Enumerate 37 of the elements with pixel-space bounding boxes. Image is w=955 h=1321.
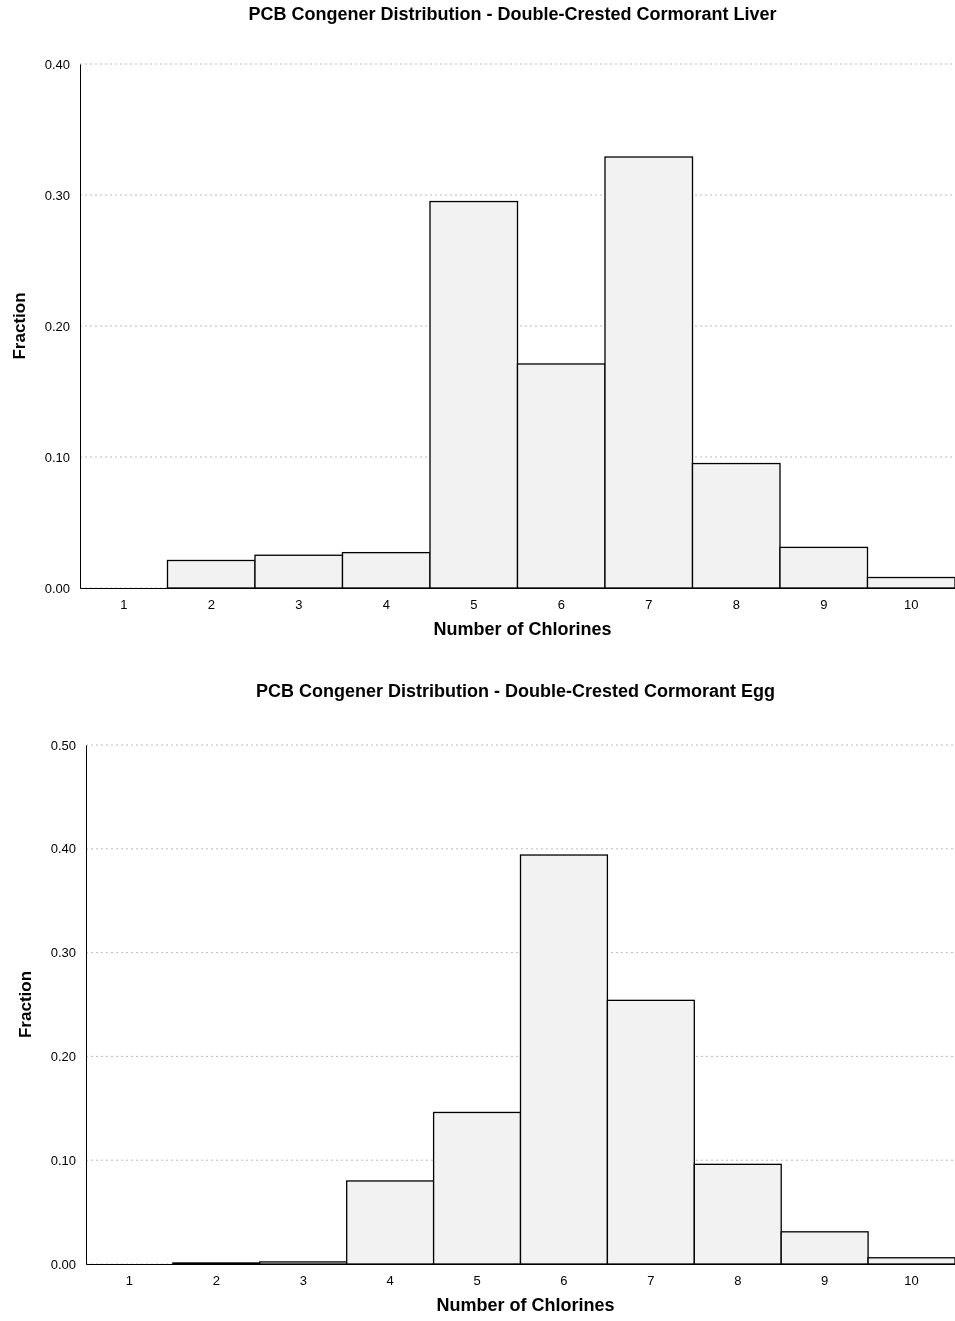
x-tick-label: 3	[295, 597, 303, 613]
x-tick-label: 1	[120, 597, 128, 613]
chart-title: PCB Congener Distribution - Double-Crested Cormorant Egg	[255, 681, 776, 701]
x-tick-label: 2	[207, 597, 215, 613]
y-tick-label: 0.20	[50, 1049, 76, 1065]
x-tick-label: 8	[734, 1273, 742, 1289]
y-tick-label: 0.00	[44, 580, 70, 596]
x-axis-title: Number of Chlorines	[433, 619, 612, 639]
y-tick-label: 0.10	[50, 1152, 76, 1168]
y-axis-title: Fraction	[16, 970, 35, 1039]
y-tick-label: 0.40	[44, 56, 70, 72]
x-tick-label: 6	[557, 597, 565, 613]
x-tick-label: 9	[820, 597, 828, 613]
x-tick-label: 8	[732, 597, 740, 613]
x-tick-label: 2	[212, 1273, 220, 1289]
x-axis-title: Number of Chlorines	[436, 1295, 615, 1315]
x-tick-label: 10	[904, 1273, 919, 1289]
x-tick-label: 1	[125, 1273, 134, 1289]
x-tick-label: 6	[560, 1273, 568, 1289]
y-tick-label: 0.30	[44, 187, 70, 203]
y-tick-label: 0.00	[50, 1256, 76, 1272]
y-axis-title: Fraction	[10, 292, 29, 360]
x-tick-label: 4	[382, 597, 390, 613]
y-tick-label: 0.50	[50, 737, 76, 753]
x-tick-label: 10	[904, 597, 919, 613]
y-tick-label: 0.20	[44, 318, 70, 334]
x-tick-label: 7	[647, 1273, 655, 1289]
x-tick-label: 9	[821, 1273, 829, 1289]
chart-title: PCB Congener Distribution - Double-Crested Cormorant Liver	[248, 4, 777, 24]
x-tick-label: 5	[473, 1273, 481, 1289]
x-tick-label: 7	[645, 597, 653, 613]
y-tick-label: 0.40	[50, 841, 76, 857]
y-tick-label: 0.10	[44, 449, 70, 465]
x-tick-label: 3	[299, 1273, 307, 1289]
y-tick-label: 0.30	[50, 945, 76, 961]
x-tick-label: 4	[386, 1273, 394, 1289]
x-tick-label: 5	[470, 597, 478, 613]
